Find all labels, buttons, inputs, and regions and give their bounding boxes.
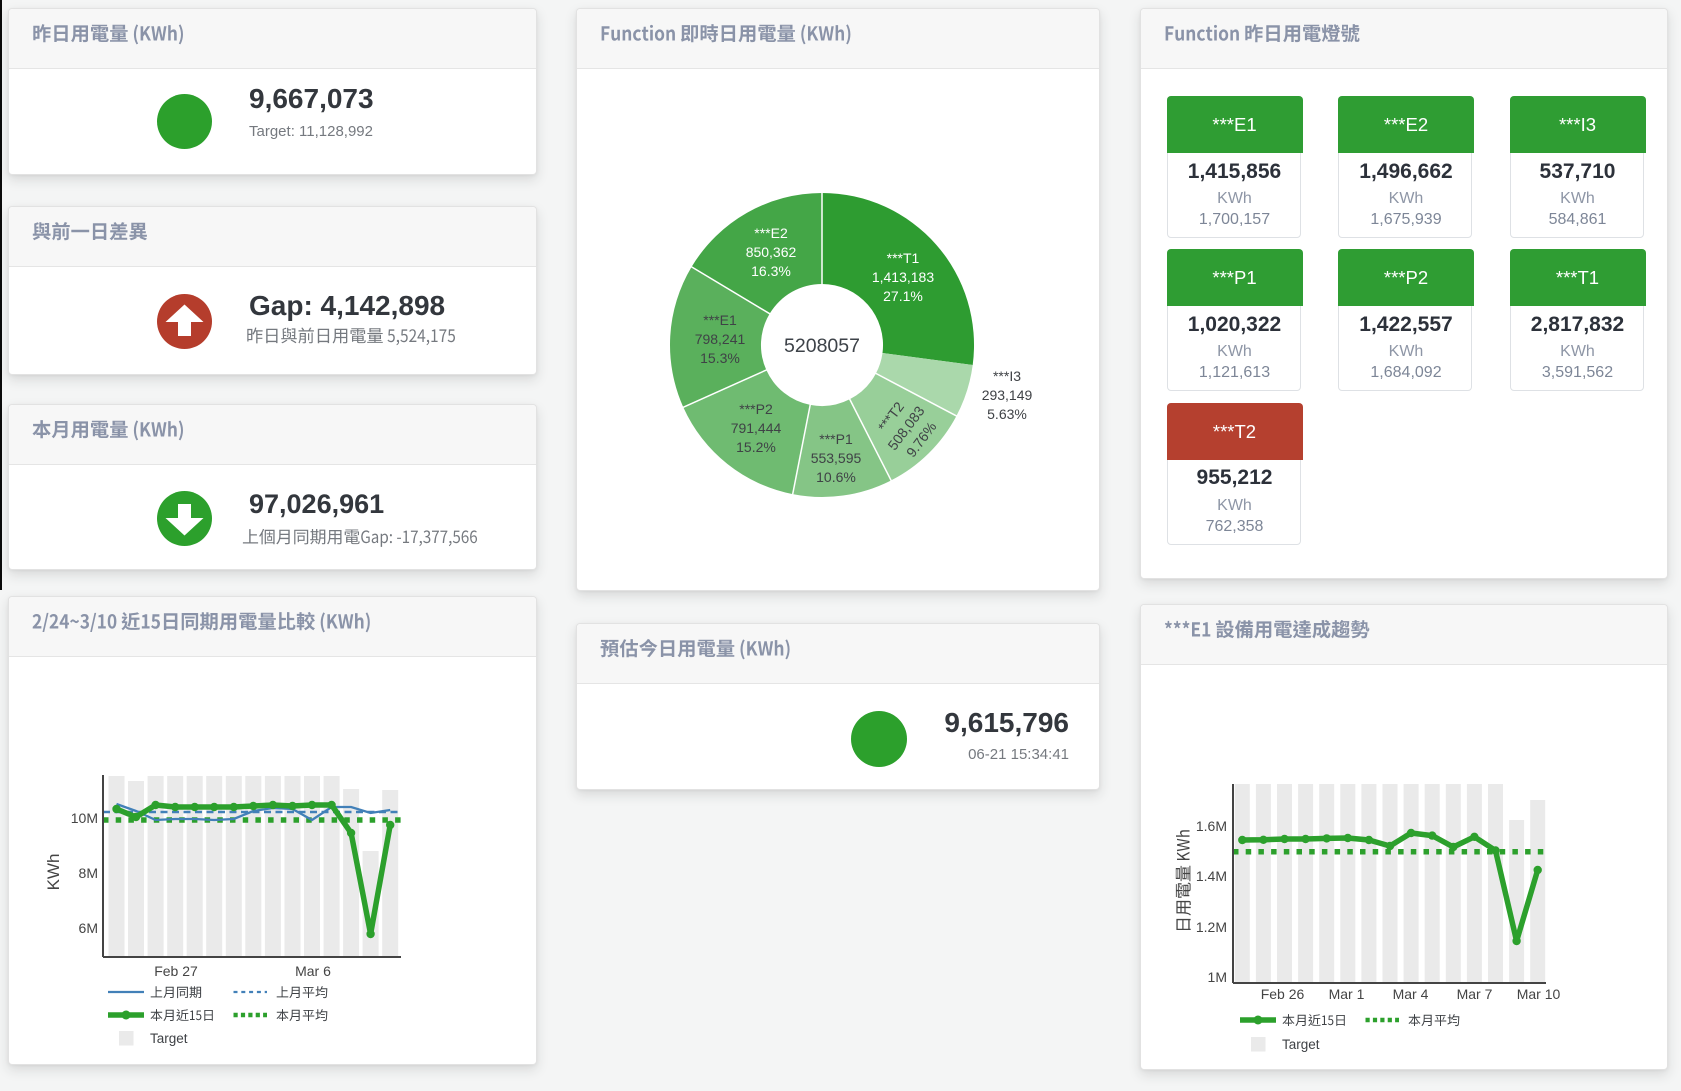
svg-text:1.2M: 1.2M bbox=[1196, 919, 1227, 935]
svg-text:293,149: 293,149 bbox=[982, 387, 1033, 403]
svg-text:798,241: 798,241 bbox=[695, 331, 746, 347]
svg-text:8M: 8M bbox=[79, 865, 98, 881]
svg-text:10.6%: 10.6% bbox=[816, 469, 856, 485]
svg-text:1,413,183: 1,413,183 bbox=[872, 269, 934, 285]
svg-text:***E2: ***E2 bbox=[754, 225, 788, 241]
svg-text:27.1%: 27.1% bbox=[883, 288, 923, 304]
svg-text:Target: Target bbox=[1282, 1037, 1320, 1052]
svg-text:850,362: 850,362 bbox=[746, 244, 797, 260]
svg-text:1.6M: 1.6M bbox=[1196, 818, 1227, 834]
svg-text:Mar 4: Mar 4 bbox=[1393, 986, 1429, 1002]
svg-text:***P2: ***P2 bbox=[739, 401, 773, 417]
svg-text:1.4M: 1.4M bbox=[1196, 868, 1227, 884]
svg-text:Mar 6: Mar 6 bbox=[295, 963, 331, 979]
svg-text:Feb 27: Feb 27 bbox=[154, 963, 198, 979]
svg-text:KWh: KWh bbox=[44, 854, 63, 891]
svg-text:Mar 7: Mar 7 bbox=[1457, 986, 1493, 1002]
svg-text:1M: 1M bbox=[1208, 969, 1227, 985]
svg-text:553,595: 553,595 bbox=[811, 450, 862, 466]
svg-text:***T1: ***T1 bbox=[887, 250, 920, 266]
svg-text:15.2%: 15.2% bbox=[736, 439, 776, 455]
svg-text:***I3: ***I3 bbox=[993, 368, 1021, 384]
svg-text:5208057: 5208057 bbox=[784, 335, 860, 357]
svg-text:15.3%: 15.3% bbox=[700, 350, 740, 366]
svg-text:16.3%: 16.3% bbox=[751, 263, 791, 279]
svg-text:***E1: ***E1 bbox=[703, 312, 737, 328]
svg-text:***P1: ***P1 bbox=[819, 431, 853, 447]
svg-text:Feb 26: Feb 26 bbox=[1261, 986, 1305, 1002]
svg-text:Mar 10: Mar 10 bbox=[1517, 986, 1561, 1002]
svg-text:5.63%: 5.63% bbox=[987, 406, 1027, 422]
svg-text:Mar 1: Mar 1 bbox=[1329, 986, 1365, 1002]
svg-text:10M: 10M bbox=[71, 810, 98, 826]
svg-text:791,444: 791,444 bbox=[731, 420, 782, 436]
svg-text:6M: 6M bbox=[79, 920, 98, 936]
svg-text:Target: Target bbox=[150, 1031, 188, 1046]
